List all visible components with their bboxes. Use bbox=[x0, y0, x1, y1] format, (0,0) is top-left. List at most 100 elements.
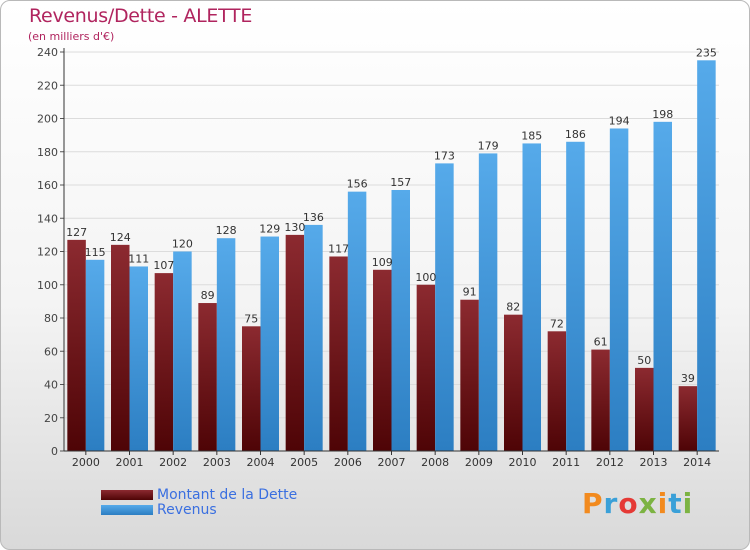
data-label-revenus-2010: 185 bbox=[521, 129, 542, 142]
logo-letter: i bbox=[682, 487, 694, 520]
y-tick-label: 100 bbox=[37, 279, 58, 292]
bar-revenus-2011 bbox=[566, 141, 585, 451]
bar-dette-2008 bbox=[416, 284, 436, 451]
y-tick-label: 60 bbox=[44, 345, 58, 358]
x-tick-label: 2008 bbox=[421, 456, 449, 469]
y-tick-label: 140 bbox=[37, 212, 58, 225]
legend-item-dette: Montant de la Dette bbox=[101, 486, 298, 503]
y-tick-label: 0 bbox=[51, 445, 58, 458]
bar-dette-2007 bbox=[373, 269, 392, 451]
bar-dette-2003 bbox=[198, 303, 217, 451]
logo-letter: i bbox=[657, 487, 669, 520]
data-label-dette-2003: 89 bbox=[201, 289, 215, 302]
bar-dette-2004 bbox=[242, 326, 261, 451]
data-label-dette-2009: 91 bbox=[463, 286, 477, 299]
proxiti-logo: Proxiti bbox=[582, 487, 693, 520]
x-tick-label: 2013 bbox=[640, 456, 668, 469]
x-tick-label: 2000 bbox=[72, 456, 100, 469]
bar-dette-2011 bbox=[547, 331, 567, 451]
bar-revenus-2003 bbox=[216, 238, 236, 451]
legend-swatch-revenus bbox=[101, 504, 153, 515]
data-label-revenus-2011: 186 bbox=[565, 128, 586, 141]
data-label-revenus-2004: 129 bbox=[259, 223, 280, 236]
bar-revenus-2001 bbox=[129, 266, 148, 451]
data-label-dette-2012: 61 bbox=[594, 336, 608, 349]
x-tick-label: 2002 bbox=[159, 456, 187, 469]
x-tick-label: 2005 bbox=[290, 456, 318, 469]
bar-dette-2014 bbox=[678, 386, 698, 451]
x-tick-label: 2001 bbox=[116, 456, 144, 469]
data-label-revenus-2000: 115 bbox=[85, 246, 106, 259]
data-label-revenus-2007: 157 bbox=[390, 176, 411, 189]
data-label-dette-2008: 100 bbox=[415, 271, 436, 284]
data-label-revenus-2005: 136 bbox=[303, 211, 324, 224]
bar-revenus-2002 bbox=[173, 251, 192, 451]
bar-revenus-2007 bbox=[391, 189, 410, 452]
x-tick-label: 2006 bbox=[334, 456, 362, 469]
data-label-revenus-2009: 179 bbox=[478, 139, 499, 152]
data-label-revenus-2008: 173 bbox=[434, 149, 455, 162]
logo-letter: r bbox=[603, 487, 619, 520]
x-tick-label: 2004 bbox=[247, 456, 275, 469]
bar-dette-2000 bbox=[67, 239, 86, 451]
bar-revenus-2012 bbox=[609, 128, 629, 451]
bar-dette-2001 bbox=[111, 244, 130, 451]
y-tick-label: 80 bbox=[44, 312, 58, 325]
data-label-dette-2014: 39 bbox=[681, 372, 695, 385]
legend-swatch-dette bbox=[101, 489, 153, 500]
logo-letter: o bbox=[618, 487, 639, 520]
bar-dette-2005 bbox=[285, 234, 305, 451]
bar-revenus-2006 bbox=[347, 191, 367, 451]
x-tick-label: 2011 bbox=[552, 456, 580, 469]
data-label-dette-2006: 117 bbox=[328, 242, 349, 255]
data-label-dette-2002: 107 bbox=[153, 259, 174, 272]
y-tick-label: 220 bbox=[37, 79, 58, 92]
bar-revenus-2009 bbox=[478, 153, 498, 451]
data-label-revenus-2001: 111 bbox=[128, 252, 149, 265]
bar-dette-2012 bbox=[591, 349, 610, 451]
data-label-dette-2005: 130 bbox=[284, 221, 305, 234]
data-label-revenus-2013: 198 bbox=[652, 108, 673, 121]
data-label-dette-2011: 72 bbox=[550, 317, 564, 330]
chart-subtitle: (en milliers d'€) bbox=[28, 30, 115, 43]
x-tick-label: 2009 bbox=[465, 456, 493, 469]
data-label-dette-2010: 82 bbox=[506, 301, 520, 314]
data-label-dette-2001: 124 bbox=[110, 231, 131, 244]
logo-letter: t bbox=[668, 487, 683, 520]
x-tick-label: 2012 bbox=[596, 456, 624, 469]
x-tick-label: 2007 bbox=[378, 456, 406, 469]
bar-dette-2006 bbox=[329, 256, 348, 451]
bar-revenus-2013 bbox=[653, 121, 672, 451]
bar-revenus-2000 bbox=[85, 259, 105, 451]
data-label-revenus-2012: 194 bbox=[609, 114, 630, 127]
data-label-dette-2000: 127 bbox=[66, 226, 87, 239]
bar-dette-2013 bbox=[635, 367, 654, 451]
bar-dette-2010 bbox=[504, 314, 523, 451]
data-label-dette-2007: 109 bbox=[372, 256, 393, 269]
logo-letter: x bbox=[638, 487, 658, 520]
y-tick-label: 40 bbox=[44, 379, 58, 392]
y-tick-label: 160 bbox=[37, 179, 58, 192]
bar-revenus-2014 bbox=[697, 60, 716, 451]
data-label-revenus-2003: 128 bbox=[216, 224, 237, 237]
data-label-revenus-2002: 120 bbox=[172, 238, 193, 251]
data-label-revenus-2014: 235 bbox=[696, 46, 717, 59]
x-tick-label: 2014 bbox=[683, 456, 711, 469]
chart-title: Revenus/Dette - ALETTE bbox=[29, 5, 253, 27]
bar-revenus-2010 bbox=[522, 143, 541, 451]
legend-item-revenus: Revenus bbox=[101, 502, 297, 518]
bar-dette-2002 bbox=[154, 273, 174, 451]
data-label-dette-2013: 50 bbox=[637, 354, 651, 367]
y-tick-label: 120 bbox=[37, 246, 58, 259]
bar-revenus-2005 bbox=[304, 224, 323, 451]
bar-dette-2009 bbox=[460, 299, 479, 451]
chart-legend: Montant de la Dette Revenus bbox=[101, 486, 298, 518]
y-tick-label: 240 bbox=[37, 46, 58, 59]
y-tick-label: 180 bbox=[37, 146, 58, 159]
y-tick-label: 200 bbox=[37, 113, 58, 126]
bar-revenus-2008 bbox=[435, 163, 454, 451]
legend-label-dette: Montant de la Dette bbox=[157, 486, 298, 503]
data-label-dette-2004: 75 bbox=[244, 312, 258, 325]
